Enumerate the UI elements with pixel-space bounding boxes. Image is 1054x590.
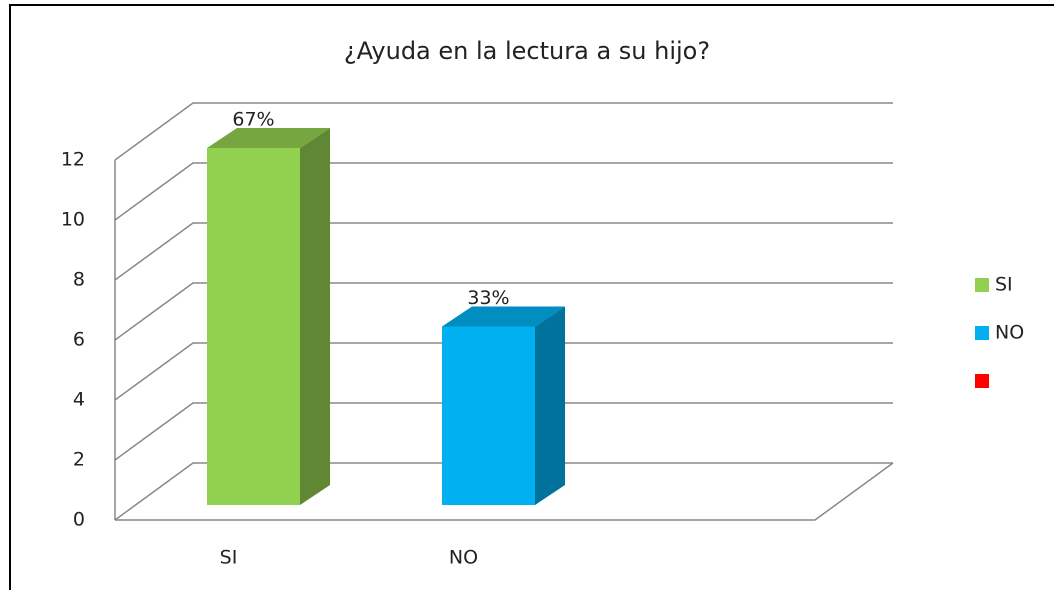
y-tick-label: 6 — [73, 329, 85, 351]
legend-label: SI — [995, 274, 1013, 296]
chart-title: ¿Ayuda en la lectura a su hijo? — [344, 37, 710, 65]
bar — [442, 326, 535, 505]
x-tick-label: NO — [449, 547, 478, 569]
legend-swatch — [975, 326, 989, 340]
bar-side — [300, 128, 330, 505]
value-label: 67% — [232, 109, 274, 131]
bar — [207, 148, 300, 505]
x-tick-label: SI — [220, 547, 238, 569]
y-tick-label: 2 — [73, 449, 85, 471]
y-tick-label: 8 — [73, 269, 85, 291]
value-label: 33% — [467, 287, 509, 309]
legend-swatch — [975, 278, 989, 292]
frame — [9, 4, 1054, 590]
bar-top — [442, 306, 565, 327]
legend-label: NO — [995, 322, 1024, 344]
grid-line — [114, 162, 893, 221]
legend-swatch — [975, 374, 989, 388]
bar-side — [535, 306, 565, 505]
grid-line — [114, 282, 893, 341]
bar-top — [207, 128, 330, 148]
grid-line — [114, 402, 893, 461]
floor — [115, 462, 894, 521]
y-tick-label: 12 — [61, 149, 85, 171]
grid-line — [114, 462, 893, 521]
y-tick-label: 10 — [61, 209, 85, 231]
grid-line — [114, 342, 893, 401]
y-tick-label: 0 — [73, 509, 85, 531]
y-tick-label: 4 — [73, 389, 85, 411]
grid-line — [114, 222, 893, 281]
grid-line — [114, 102, 893, 161]
